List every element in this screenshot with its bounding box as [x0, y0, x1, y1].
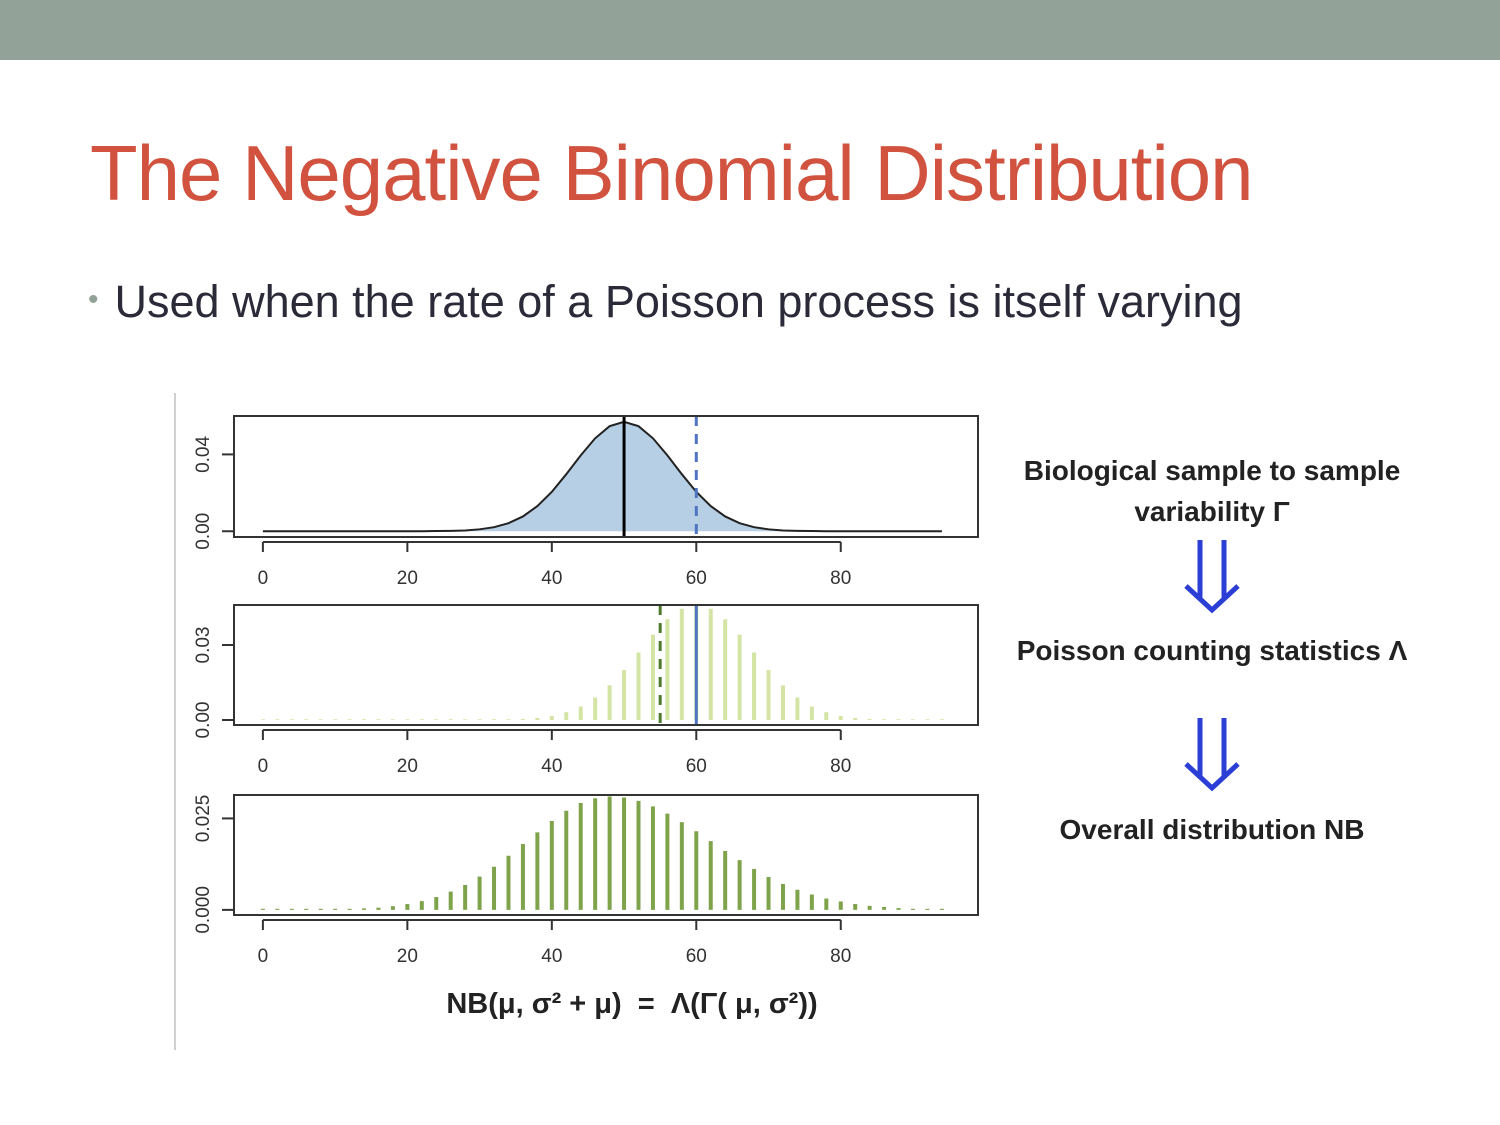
x-tick-label: 20	[397, 756, 418, 777]
x-tick-label: 80	[830, 946, 851, 967]
x-tick-label: 40	[541, 756, 562, 777]
slide-title: The Negative Binomial Distribution	[90, 129, 1254, 217]
x-tick-label: 80	[830, 568, 851, 589]
x-tick-label: 0	[258, 756, 269, 777]
y-tick-label: 0.00	[193, 702, 214, 739]
y-tick-label: 0.000	[193, 886, 214, 934]
x-tick-label: 40	[541, 568, 562, 589]
x-tick-label: 0	[258, 568, 269, 589]
plot-frame	[233, 604, 979, 726]
x-tick-label: 20	[397, 568, 418, 589]
y-tick-label: 0.03	[193, 627, 214, 664]
header-bar	[0, 0, 1500, 60]
bullet-text: Used when the rate of a Poisson process …	[114, 276, 1243, 327]
plot-frame	[233, 794, 979, 916]
bullet-dot: •	[88, 283, 99, 316]
formula: NB(μ, σ² + μ) = Λ(Γ( μ, σ²))	[446, 988, 818, 1020]
x-tick-label: 60	[686, 946, 707, 967]
x-tick-label: 40	[541, 946, 562, 967]
y-tick-label: 0.025	[193, 795, 214, 843]
stage-label: Poisson counting statistics Λ	[1016, 635, 1408, 666]
x-tick-label: 20	[397, 946, 418, 967]
density-area	[262, 420, 942, 533]
stage-label: Overall distribution NB	[1059, 814, 1365, 845]
y-tick-label: 0.00	[193, 513, 214, 550]
arrow	[1184, 540, 1240, 614]
y-tick-label: 0.04	[193, 435, 214, 472]
arrow	[1184, 718, 1240, 792]
x-tick-label: 60	[686, 568, 707, 589]
stage-label: Biological sample to sample variability …	[1023, 455, 1401, 527]
x-tick-label: 80	[830, 756, 851, 777]
x-tick-label: 0	[258, 946, 269, 967]
x-tick-label: 60	[686, 756, 707, 777]
bullet-item: • Used when the rate of a Poisson process…	[88, 276, 1243, 328]
